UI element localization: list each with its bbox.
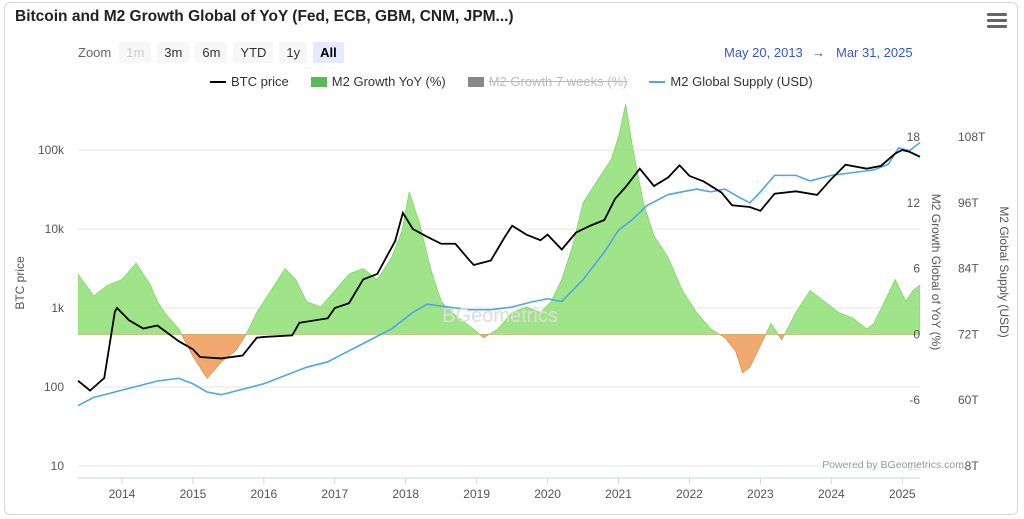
range-to-date[interactable]: Mar 31, 2025 [836,45,913,60]
legend-label: M2 Growth YoY (%) [331,74,446,89]
legend-swatch-m2-7w [467,76,484,87]
legend-item-m2-global-supply[interactable]: M2 Global Supply (USD) [649,74,813,89]
legend-swatch-m2-supply [649,80,666,83]
range-from-date[interactable]: May 20, 2013 [724,45,803,60]
zoom-1m-button[interactable]: 1m [119,42,152,63]
legend-label: M2 Global Supply (USD) [670,74,813,89]
zoom-all-button[interactable]: All [313,42,344,63]
legend: BTC price M2 Growth YoY (%) M2 Growth 7 … [210,74,835,89]
legend-swatch-m2-yoy [310,76,327,87]
chart-title: Bitcoin and M2 Growth Global of YoY (Fed… [15,8,514,25]
range-arrow: → [812,45,825,60]
legend-item-m2-growth-7-weeks[interactable]: M2 Growth 7 weeks (%) [467,74,628,89]
legend-swatch-btc [210,80,226,83]
hamburger-menu-icon[interactable] [987,13,1007,29]
zoom-ytd-button[interactable]: YTD [233,42,274,63]
zoom-controls: Zoom 1m 3m 6m YTD 1y All [78,42,350,63]
credit-link[interactable]: Powered by BGeometrics.com [822,459,964,471]
legend-item-btc-price[interactable]: BTC price [210,74,289,89]
zoom-label: Zoom [78,45,112,60]
zoom-6m-button[interactable]: 6m [195,42,228,63]
legend-label: BTC price [231,74,289,89]
legend-item-m2-growth-yoy[interactable]: M2 Growth YoY (%) [310,74,446,89]
legend-label: M2 Growth 7 weeks (%) [488,74,628,89]
zoom-1y-button[interactable]: 1y [279,42,308,63]
zoom-3m-button[interactable]: 3m [157,42,190,63]
